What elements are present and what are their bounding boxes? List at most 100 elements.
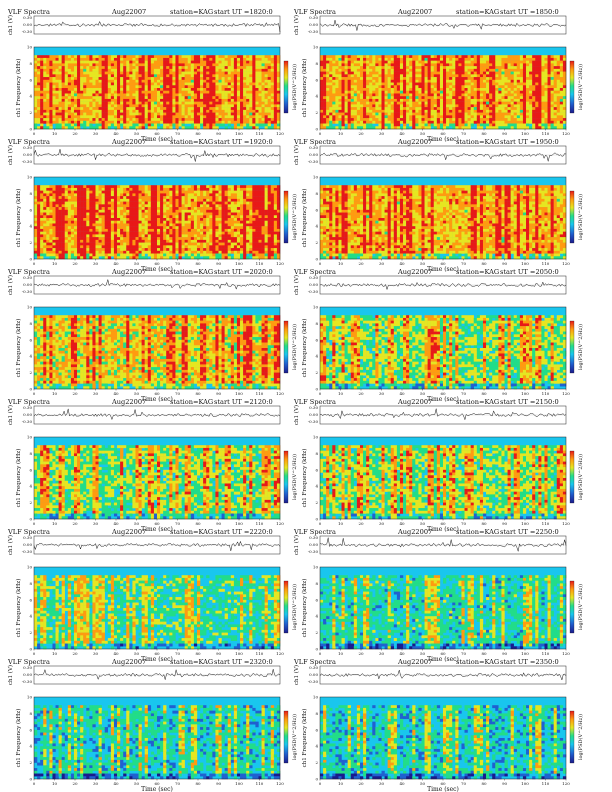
spectrogram-cell — [194, 124, 197, 127]
spectrogram-cell — [243, 102, 246, 105]
panel-header-date: Aug22007 — [111, 138, 146, 146]
spectrogram-cell — [520, 55, 523, 58]
spectrogram-cell — [52, 88, 55, 91]
spectrogram-cell — [65, 61, 68, 64]
spectrogram-cell — [166, 69, 169, 72]
spectrogram-cell — [203, 63, 206, 66]
spectrogram-cell — [557, 77, 560, 80]
spectrogram-cell — [114, 104, 117, 107]
spectrogram-cell — [329, 58, 332, 61]
spectrogram-cell — [468, 118, 471, 121]
spectrogram-cell — [77, 202, 80, 205]
spectrogram-cell — [40, 237, 43, 240]
spectrogram-cell — [265, 124, 268, 127]
spectrogram-cell — [449, 69, 452, 72]
spectrogram-cell — [200, 88, 203, 91]
spectrogram-cell — [65, 207, 68, 210]
spectrogram-cell — [342, 69, 345, 72]
spectrogram-cell — [474, 118, 477, 121]
spectrogram-cell — [37, 254, 40, 257]
spectrogram-cell — [357, 83, 360, 86]
spectrogram-cell — [532, 61, 535, 64]
spectrogram-cell — [89, 202, 92, 205]
spectrogram-cell — [185, 83, 188, 86]
spectrogram-cell — [252, 69, 255, 72]
spectrogram-cell — [37, 245, 40, 248]
spectrogram-cell — [65, 221, 68, 224]
spectrogram-cell — [37, 99, 40, 102]
spectrogram-cell — [415, 91, 418, 94]
spectrogram-cell — [59, 83, 62, 86]
spectrogram-cell — [135, 85, 138, 88]
spectrogram-cell — [179, 102, 182, 105]
spectrogram-cell — [142, 121, 145, 124]
spectrogram-cell — [354, 61, 357, 64]
spectrogram-cell — [320, 107, 323, 110]
spectrogram-cell — [166, 85, 169, 88]
spectrogram-cell — [80, 196, 83, 199]
spectrogram-cell — [372, 107, 375, 110]
spectrogram-cell — [329, 104, 332, 107]
spectrogram-cell — [520, 83, 523, 86]
spectrogram-cell — [96, 63, 99, 66]
spectrogram-cell — [517, 72, 520, 75]
spectrogram-cell — [329, 110, 332, 113]
spectrogram-cell — [252, 107, 255, 110]
spectrogram-cell — [548, 58, 551, 61]
spectrogram-cell — [200, 121, 203, 124]
spectrogram-cell — [172, 74, 175, 77]
spectrogram-cell — [385, 61, 388, 64]
spectrogram-cell — [357, 80, 360, 83]
spectrogram-cell — [535, 83, 538, 86]
spectrogram-cell — [40, 251, 43, 254]
spectrogram-cell — [126, 115, 129, 118]
spectrogram-cell — [480, 77, 483, 80]
spectrogram-cell — [89, 88, 92, 91]
spectrogram-cell — [252, 88, 255, 91]
spectrogram-cell — [262, 72, 265, 75]
spectrogram-cell — [495, 96, 498, 99]
spectrogram-cell — [34, 213, 37, 216]
spectrogram-cell — [37, 96, 40, 99]
spectrogram-cell — [237, 96, 240, 99]
spectrogram-cell — [326, 110, 329, 113]
spectrogram-cell — [548, 113, 551, 116]
spectrogram-cell — [258, 104, 261, 107]
spectrogram-cell — [175, 118, 178, 121]
spectrogram-cell — [191, 118, 194, 121]
spectrogram-cell — [249, 118, 252, 121]
spectrogram-cell — [172, 104, 175, 107]
spectrogram-cell — [541, 77, 544, 80]
spectrogram-cell — [394, 80, 397, 83]
spectrogram-cell — [388, 83, 391, 86]
spectrogram-cell — [461, 107, 464, 110]
spectrogram-cell — [56, 110, 59, 113]
spectrogram-cell — [372, 80, 375, 83]
spectrogram-cell — [249, 74, 252, 77]
spectrogram-cell — [268, 66, 271, 69]
spectrogram-cell — [56, 202, 59, 205]
spectrogram-cell — [175, 66, 178, 69]
spectrogram-cell — [345, 72, 348, 75]
spectrogram-cell — [203, 77, 206, 80]
spectrogram-cell — [480, 104, 483, 107]
spectrogram-cell — [89, 232, 92, 235]
spectrogram-cell — [440, 121, 443, 124]
spectrogram-cell — [449, 61, 452, 64]
spectrogram-cell — [351, 83, 354, 86]
spectrogram-cell — [338, 88, 341, 91]
spectrogram-cell — [538, 93, 541, 96]
spectrogram-cell — [523, 83, 526, 86]
spectrogram-cell — [520, 61, 523, 64]
spectrogram-cell — [123, 124, 126, 127]
spectrogram-cell — [363, 88, 366, 91]
spectrogram-cell — [535, 91, 538, 94]
spectrogram-cell — [446, 58, 449, 61]
spectrogram-cell — [96, 77, 99, 80]
spectrogram-cell — [492, 118, 495, 121]
spectrogram-cell — [172, 118, 175, 121]
spectrogram-cell — [179, 121, 182, 124]
spectrogram-cell — [382, 96, 385, 99]
spectrogram-cell — [434, 69, 437, 72]
spectrogram-cell — [172, 93, 175, 96]
